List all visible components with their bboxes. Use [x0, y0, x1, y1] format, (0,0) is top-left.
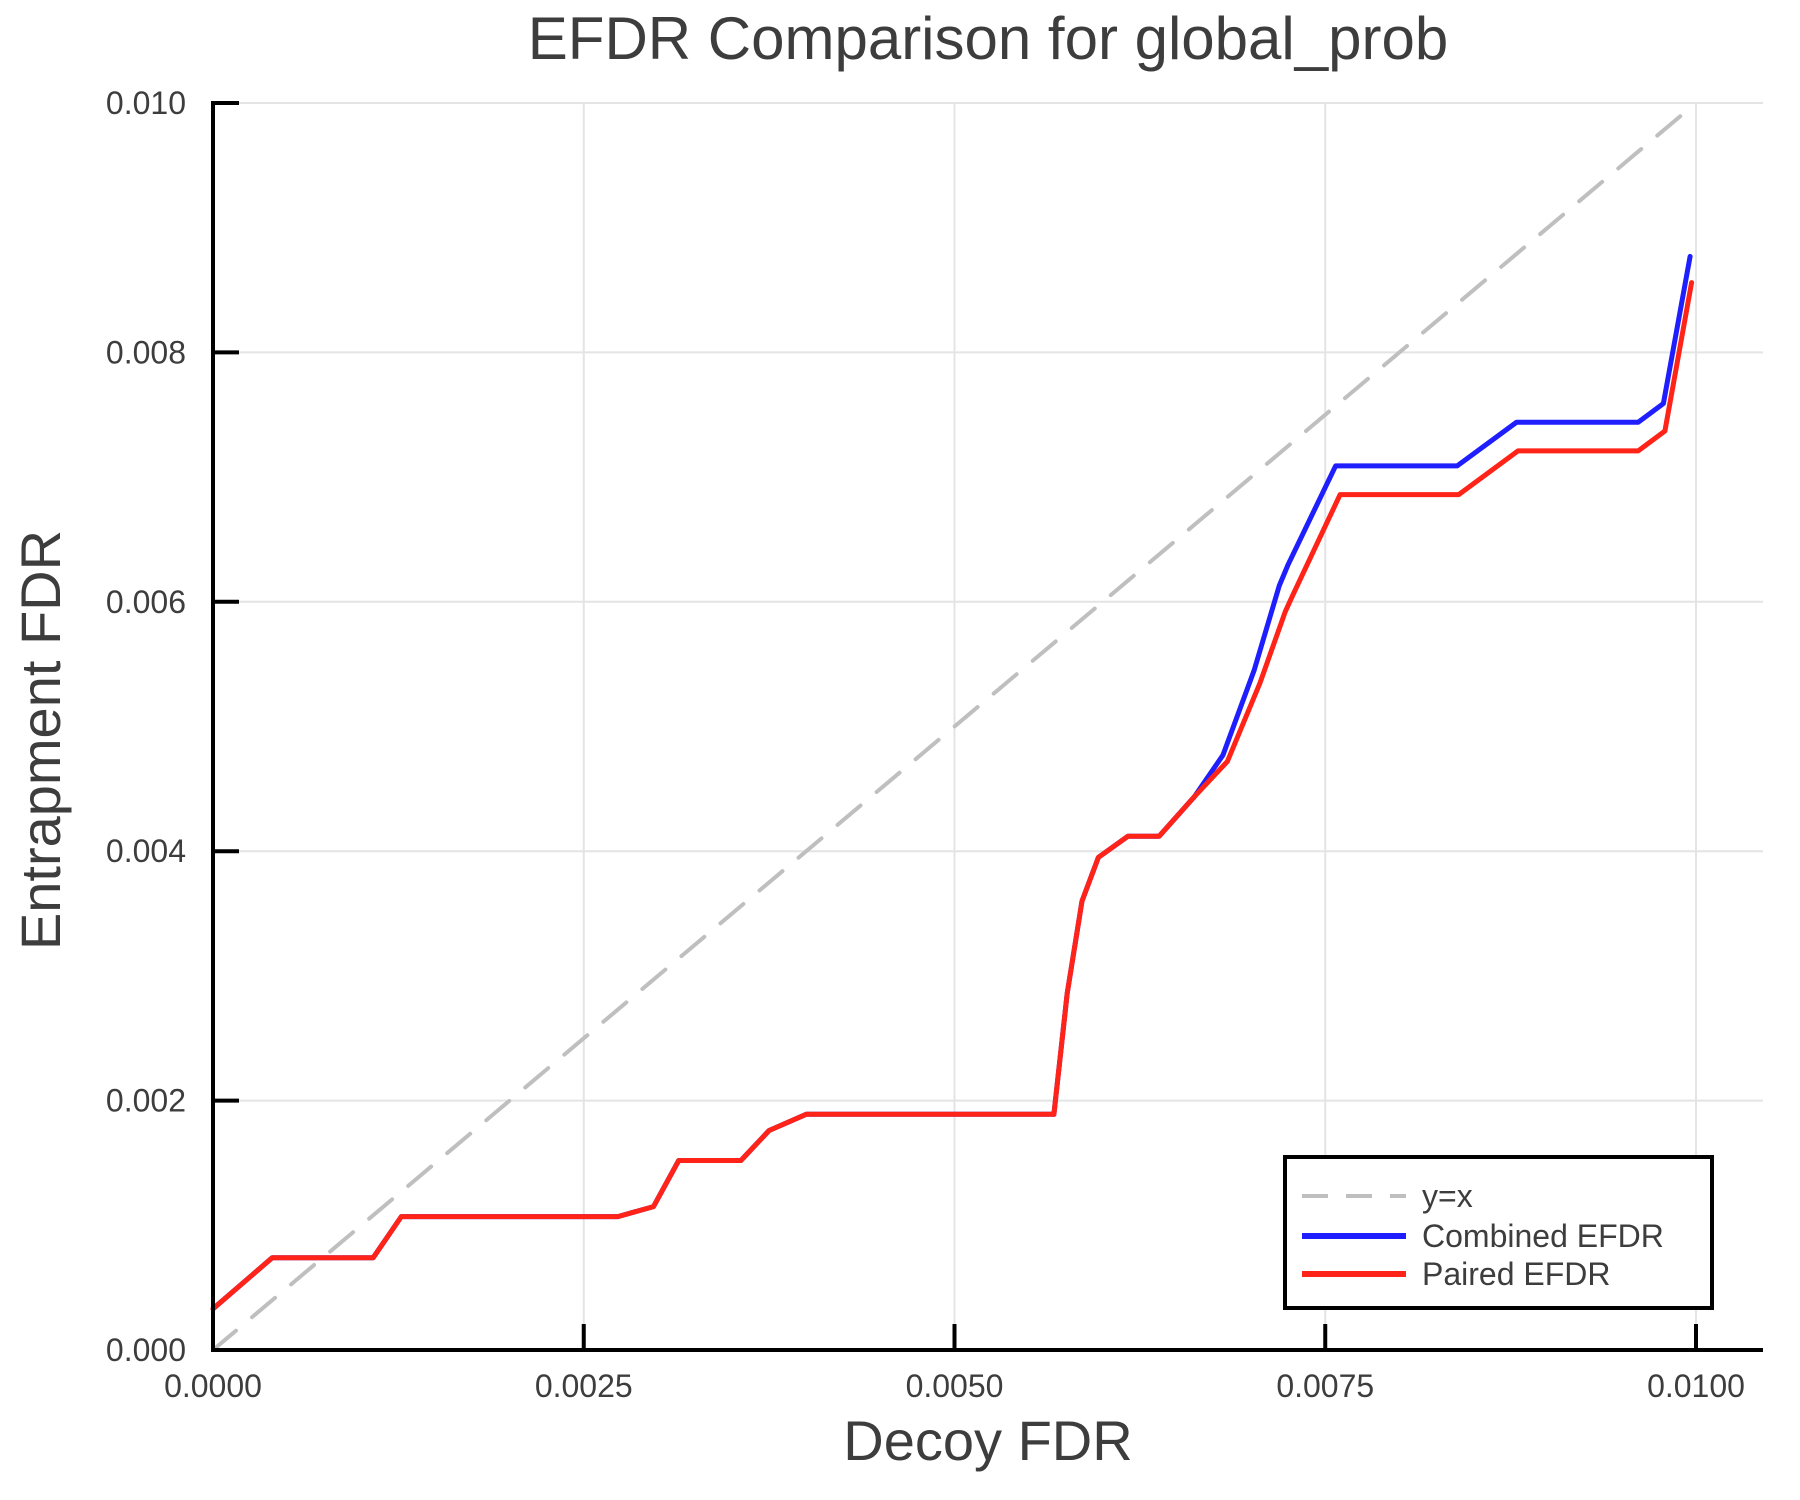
- y-tick-label: 0.006: [106, 584, 186, 620]
- axis-ticks: [211, 101, 1698, 1352]
- x-axis-title: Decoy FDR: [843, 1409, 1133, 1472]
- x-tick-label: 0.0025: [535, 1368, 633, 1404]
- y-tick-label: 0.008: [106, 334, 186, 370]
- legend-label-paired-efdr: Paired EFDR: [1422, 1256, 1611, 1292]
- series-y-x: [211, 101, 1698, 1352]
- legend-box: [1283, 1155, 1714, 1310]
- y-axis-title: Entrapment FDR: [9, 529, 72, 951]
- data-series: [210, 101, 1698, 1352]
- series-combined-efdr: [210, 253, 1693, 1312]
- chart-title: EFDR Comparison for global_prob: [527, 5, 1449, 72]
- x-tick-label: 0.0000: [164, 1368, 262, 1404]
- legend-label-combined-efdr: Combined EFDR: [1422, 1218, 1664, 1254]
- x-tick-label: 0.0075: [1276, 1368, 1374, 1404]
- y-tick-label: 0.010: [106, 85, 186, 121]
- y-tick-label: 0.002: [106, 1083, 186, 1119]
- y-tick-label: 0.000: [106, 1332, 186, 1368]
- y-tick-label: 0.004: [106, 833, 186, 869]
- axis-spines: [211, 101, 1763, 1352]
- series-paired-efdr: [210, 280, 1695, 1312]
- x-tick-label: 0.0100: [1647, 1368, 1745, 1404]
- axis-tick-labels: 0.0000 0.0025 0.0050 0.0075 0.0100 0.000 0.002…: [106, 85, 1745, 1404]
- legend-label-y-x: y=x: [1422, 1178, 1473, 1214]
- gridlines: [211, 102, 1763, 1350]
- x-tick-label: 0.0050: [906, 1368, 1004, 1404]
